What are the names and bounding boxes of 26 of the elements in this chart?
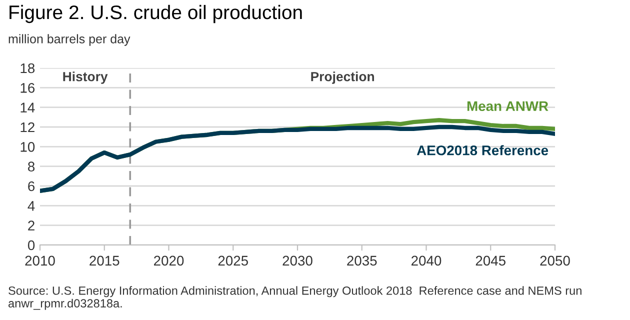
series-label: AEO2018 Reference [416, 145, 548, 156]
x-tick-label: 2020 [154, 256, 184, 266]
y-tick-label: 10 [20, 142, 35, 152]
chart-subtitle: million barrels per day [8, 34, 130, 46]
x-tick-label: 2010 [25, 256, 55, 266]
y-tick-label: 4 [28, 201, 35, 211]
source-note: Source: U.S. Energy Information Administration, Annual Energy Outlook 2018 Reference case and NEMS run anwr_rpmr.d032818a. [8, 286, 582, 310]
y-tick-label: 16 [20, 83, 35, 93]
y-tick-label: 8 [28, 162, 35, 172]
x-tick-label: 2040 [412, 256, 442, 266]
series-label: Mean ANWR [467, 101, 548, 112]
y-tick-label: 18 [20, 63, 35, 74]
y-tick-label: 2 [28, 220, 34, 230]
x-tick-label: 2050 [540, 256, 570, 266]
x-tick-label: 2015 [90, 256, 120, 266]
chart-title: Figure 2. U.S. crude oil production [10, 4, 302, 24]
y-tick-label: 0 [28, 240, 35, 250]
annotation: History [63, 72, 108, 84]
x-tick-label: 2030 [282, 256, 312, 266]
y-tick-label: 6 [28, 181, 35, 192]
y-tick-label: 12 [20, 122, 34, 132]
annotation: Projection [311, 72, 374, 84]
y-tick-label: 14 [20, 102, 35, 112]
x-tick-label: 2035 [347, 256, 377, 266]
x-tick-label: 2045 [476, 256, 506, 266]
x-tick-label: 2025 [218, 256, 248, 266]
